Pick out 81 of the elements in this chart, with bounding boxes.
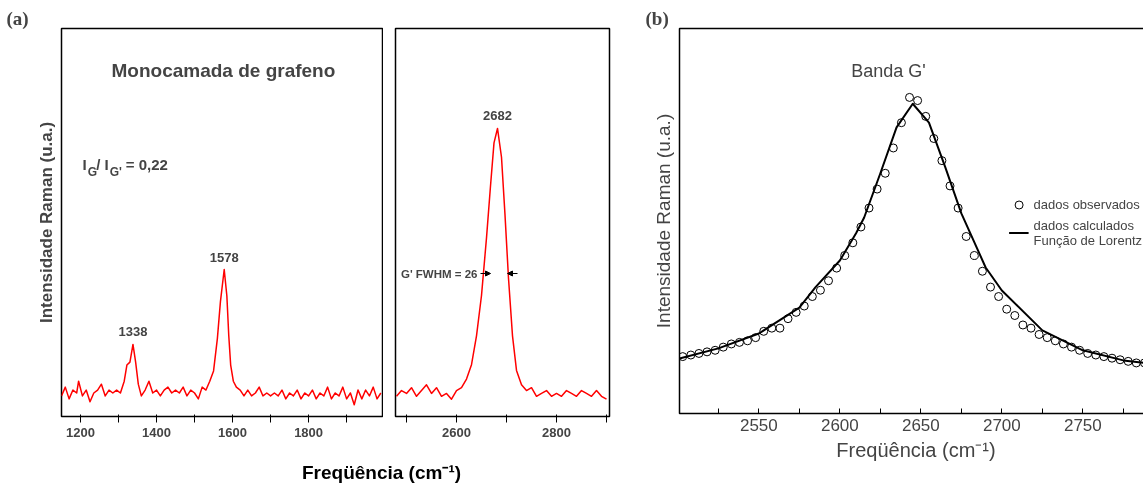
point (815, 285, 825, 295)
point (1067, 342, 1077, 352)
point (1042, 333, 1052, 343)
point (937, 156, 947, 166)
point (734, 337, 744, 347)
x-tick-label: 2750 (1063, 415, 1102, 435)
annotation: 1338 (118, 324, 148, 340)
point (986, 282, 996, 292)
point (953, 203, 963, 213)
point (799, 301, 809, 311)
point (896, 118, 906, 128)
point (686, 350, 696, 360)
point (751, 333, 761, 343)
point (977, 266, 987, 276)
point (961, 232, 971, 241)
point (743, 336, 753, 346)
point (726, 339, 736, 349)
annotation: G' FWHM = 26 (400, 267, 478, 280)
point (905, 92, 915, 102)
point (1115, 355, 1125, 365)
x-tick-label: 1200 (66, 424, 95, 440)
point (969, 250, 979, 260)
point (848, 238, 858, 248)
point (1050, 336, 1060, 346)
point (880, 168, 890, 178)
point (702, 347, 712, 357)
point (1018, 320, 1028, 330)
point (1002, 304, 1012, 314)
point (1091, 350, 1101, 360)
point (718, 342, 728, 352)
x-tick-label: 1400 (142, 424, 171, 440)
x-tick-label: 2600 (442, 424, 471, 440)
annotation: 2682 (483, 108, 512, 124)
point (832, 263, 842, 273)
point (1123, 356, 1133, 366)
point (872, 184, 882, 194)
x-axis-title: Freqüência (cm⁻¹) (301, 461, 462, 485)
point (1058, 339, 1068, 349)
point (921, 111, 931, 121)
point (710, 345, 720, 355)
point (840, 250, 850, 260)
chart-title: Monocamada de grafeno (111, 59, 336, 81)
x-axis-title: Freqüência (cm⁻¹) (836, 438, 996, 461)
point (1083, 348, 1093, 358)
x-tick-label: 1600 (218, 424, 248, 440)
point (1099, 352, 1109, 362)
legend-label: dados observados (1033, 196, 1140, 212)
point (759, 326, 769, 336)
y-axis-title: Intensidade Raman (u.a.) (36, 121, 56, 324)
point (694, 348, 704, 358)
x-tick-label: 2650 (901, 415, 940, 435)
y-axis-title: Intensidade Raman (u.a.) (652, 113, 674, 329)
x-tick-label: 2700 (982, 415, 1021, 435)
point (1026, 323, 1036, 333)
x-tick-label: 2800 (542, 424, 571, 440)
point (1075, 345, 1085, 355)
point (913, 96, 923, 106)
text: Banda G' (851, 60, 926, 81)
x-tick-label: 1800 (294, 424, 324, 440)
point (929, 134, 939, 143)
annotation: 1578 (209, 249, 239, 265)
legend-label: dados calculados Função de Lorentz (1033, 217, 1142, 247)
point (856, 222, 866, 232)
point (1034, 329, 1044, 339)
point (679, 352, 688, 362)
point (791, 307, 801, 317)
point (824, 276, 834, 286)
x-tick-label: 2600 (820, 415, 859, 435)
point (807, 292, 817, 302)
point (945, 181, 955, 191)
point (767, 323, 777, 333)
text: (a) (6, 7, 29, 30)
point (1010, 311, 1020, 320)
point (994, 292, 1004, 302)
text: (b) (645, 7, 669, 30)
point (783, 314, 793, 324)
x-tick-label: 2550 (739, 415, 778, 435)
point (864, 203, 874, 213)
point (775, 323, 785, 333)
point (888, 143, 898, 153)
point (1107, 353, 1117, 363)
